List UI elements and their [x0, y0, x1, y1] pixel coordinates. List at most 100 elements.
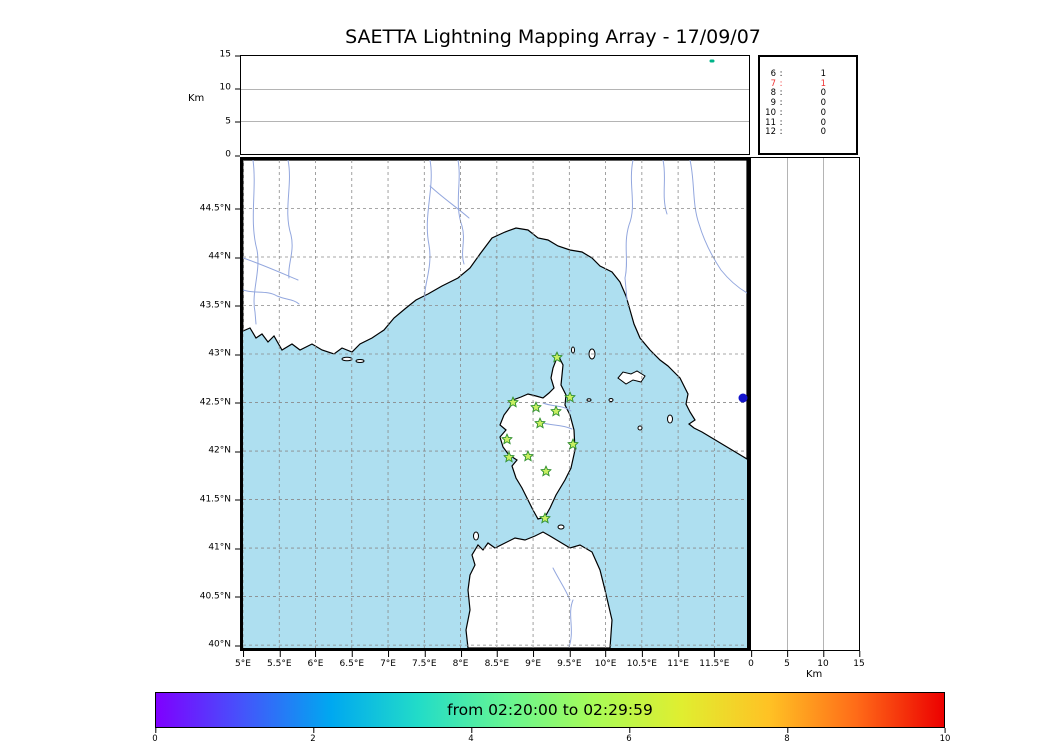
- altitude-panel-plot-area: [241, 56, 749, 154]
- gridline: [822, 158, 824, 650]
- altitude-latitude-panel: [750, 157, 860, 651]
- station-count-row: 8: 0: [760, 89, 856, 99]
- graticule: [243, 160, 747, 648]
- latitude-tick-labels: 44.5°N 44°N 43.5°N 43°N 42.5°N 42°N 41.5°N 41°N…: [184, 160, 241, 650]
- sardinia-island: [465, 531, 613, 648]
- colorbar-tick-label: 6: [626, 728, 632, 744]
- gridline: [241, 88, 749, 90]
- station-number: 10: [765, 107, 776, 118]
- island-maddalena: [557, 524, 565, 530]
- lma-station-star: [522, 450, 534, 462]
- star-icon: [522, 450, 534, 462]
- station-count-panel: 6: 1 7: 1 8: 0 9: 0 10: 0 11: 0 12: 0: [758, 55, 858, 155]
- island-pianosa: [608, 398, 614, 402]
- lma-station-star: [503, 451, 515, 463]
- lma-station-star: [530, 401, 542, 413]
- star-icon: [540, 465, 552, 477]
- longitude-tick-label: 6°E: [307, 651, 324, 669]
- latitude-tick-label: 43.5°N: [200, 301, 241, 310]
- source-count: 1: [820, 78, 826, 89]
- colon: :: [779, 98, 783, 109]
- gridline: [786, 158, 788, 650]
- lma-station-star: [540, 465, 552, 477]
- map-overlay: [243, 160, 748, 648]
- map-panel: [240, 157, 750, 651]
- source-count: 0: [820, 127, 826, 138]
- ytick-label: 15: [220, 50, 241, 60]
- gridline: [241, 121, 749, 123]
- lma-station-star: [539, 512, 551, 524]
- colorbar-time-range-label: from 02:20:00 to 02:29:59: [447, 701, 653, 719]
- station-count-row: 11: 0: [760, 117, 856, 129]
- altitude-panel: [240, 55, 750, 155]
- latitude-tick-label: 43°N: [208, 349, 240, 359]
- altitude-axis-label: Km: [188, 93, 205, 104]
- star-icon: [551, 351, 563, 363]
- latitude-tick-label: 40°N: [208, 640, 240, 650]
- colon: :: [779, 69, 783, 79]
- altitude-axis-label-km: Km: [806, 669, 823, 680]
- colorbar-tick-label: 0: [152, 728, 158, 744]
- colon: :: [779, 127, 783, 138]
- longitude-tick-label: 10.5°E: [626, 651, 657, 669]
- longitude-tick-label: 9°E: [525, 651, 542, 669]
- station-number: 7: [770, 78, 776, 89]
- island-elba: [617, 370, 646, 385]
- lightning-source-mark: [709, 59, 715, 63]
- longitude-tick-label: 9.5°E: [557, 651, 582, 669]
- station-number: 11: [765, 117, 776, 128]
- station-number: 6: [770, 69, 776, 79]
- longitude-tick-label: 5°E: [235, 651, 251, 669]
- star-icon: [501, 433, 513, 445]
- station-count-row: 10: 0: [760, 107, 856, 119]
- star-icon: [539, 512, 551, 524]
- station-count-row: 7: 1: [760, 78, 856, 90]
- latitude-tick-label: 44.5°N: [200, 204, 241, 213]
- colon: :: [779, 78, 783, 89]
- altitude-tick-label: 15: [853, 651, 865, 669]
- star-icon: [564, 391, 576, 403]
- lma-station-star: [501, 433, 513, 445]
- latitude-tick-label: 40.5°N: [200, 592, 241, 601]
- station-number: 8: [770, 88, 776, 99]
- source-count: 0: [820, 88, 826, 99]
- altitude-latitude-plot-area: [751, 158, 859, 650]
- source-count: 1: [820, 69, 826, 79]
- corsica-island: [499, 353, 576, 520]
- colon: :: [779, 107, 783, 118]
- source-count: 0: [820, 107, 826, 118]
- colon: :: [779, 117, 783, 128]
- latitude-tick-label: 42°N: [208, 446, 240, 456]
- longitude-tick-label: 11°E: [667, 651, 689, 669]
- altitude-tick-label: 10: [817, 651, 829, 669]
- longitude-tick-label: 5.5°E: [267, 651, 292, 669]
- colorbar-tick-label: 2: [310, 728, 316, 744]
- longitude-tick-label: 11.5°E: [699, 651, 730, 669]
- latitude-tick-label: 41.5°N: [200, 495, 241, 504]
- rivers: [243, 160, 747, 648]
- star-icon: [534, 417, 546, 429]
- star-icon: [503, 451, 515, 463]
- star-icon: [530, 401, 542, 413]
- islands-hyeres-2: [355, 359, 365, 363]
- altitude-xtick-labels: 0 5 10 15: [748, 651, 865, 669]
- altitude-tick-label: 0: [748, 651, 754, 669]
- station-count-row: 12: 0: [760, 128, 856, 138]
- lma-station-star: [534, 417, 546, 429]
- lma-station-star: [550, 405, 562, 417]
- colon: :: [779, 88, 783, 99]
- longitude-tick-label: 8.5°E: [484, 651, 510, 669]
- altitude-tick-label: 5: [784, 651, 790, 669]
- corsica-region-map: [243, 160, 747, 648]
- lma-station-star: [507, 396, 519, 408]
- island-montecristo: [637, 425, 643, 431]
- figure-title: SAETTA Lightning Mapping Array - 17/09/0…: [345, 26, 761, 48]
- station-count-row: 6: 1: [760, 69, 856, 80]
- time-colorbar: from 02:20:00 to 02:29:59: [155, 692, 945, 728]
- mainland-coast: [243, 160, 747, 460]
- station-number: 12: [765, 127, 776, 138]
- latitude-tick-label: 44°N: [208, 252, 240, 262]
- station-count-row: 9: 0: [760, 98, 856, 109]
- ytick-label: 0: [225, 150, 240, 160]
- lma-station-star: [551, 351, 563, 363]
